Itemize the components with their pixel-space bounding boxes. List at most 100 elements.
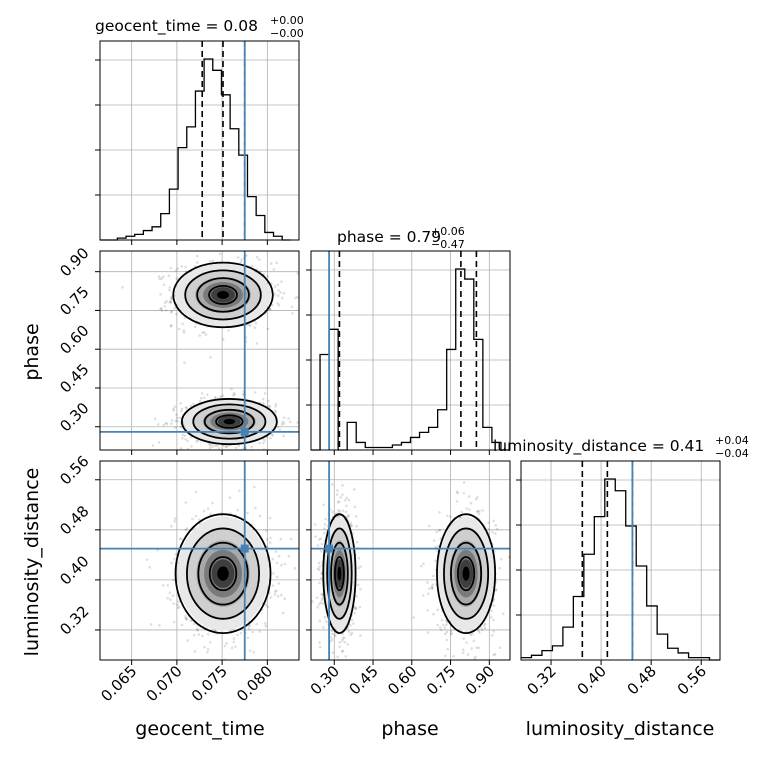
pair-geocent_time-luminosity_distance-sample bbox=[251, 630, 255, 634]
pair-geocent_time-phase-sample bbox=[186, 439, 189, 443]
pair-geocent_time-phase-sample bbox=[221, 394, 225, 397]
pair-geocent_time-phase-sample bbox=[184, 405, 188, 409]
pair-geocent_time-phase-sample bbox=[159, 307, 162, 311]
pair-phase-luminosity_distance-sample bbox=[355, 594, 358, 598]
pair-phase-luminosity_distance-sample bbox=[313, 523, 317, 526]
xtick-label-phase-1: 0.45 bbox=[346, 662, 382, 698]
pair-geocent_time-phase-sample bbox=[262, 401, 265, 405]
pair-phase-luminosity_distance-sample bbox=[438, 528, 442, 532]
pair-geocent_time-phase-sample bbox=[277, 453, 280, 456]
pair-phase-luminosity_distance-sample bbox=[455, 490, 459, 494]
pair-geocent_time-luminosity_distance-sample bbox=[293, 567, 297, 570]
pair-geocent_time-phase-sample bbox=[183, 434, 187, 438]
marginal-geocent_time-histogram bbox=[100, 58, 291, 241]
pair-geocent_time-phase-sample bbox=[258, 441, 261, 445]
xticks-luminosity_distance: 0.32 0.40 0.48 0.56 bbox=[524, 660, 710, 698]
pair-geocent_time-luminosity_distance-sample bbox=[230, 646, 234, 650]
pair-phase-luminosity_distance-sample bbox=[494, 588, 498, 592]
pair-geocent_time-phase-sample bbox=[158, 277, 161, 281]
pair-geocent_time-phase-sample bbox=[280, 280, 283, 283]
pair-geocent_time-luminosity_distance-sample bbox=[172, 602, 176, 606]
pair-phase-luminosity_distance-sample bbox=[426, 581, 429, 584]
pair-geocent_time-phase-sample bbox=[196, 439, 200, 442]
pair-geocent_time-luminosity_distance-sample bbox=[209, 512, 212, 516]
pair-geocent_time-phase-sample bbox=[255, 342, 259, 345]
pair-phase-luminosity_distance-sample bbox=[470, 647, 473, 650]
pair-phase-luminosity_distance-sample bbox=[337, 508, 340, 512]
pair-phase-luminosity_distance-sample bbox=[476, 509, 480, 513]
pair-geocent_time-phase-sample bbox=[241, 393, 245, 396]
pair-phase-luminosity_distance-sample bbox=[495, 527, 499, 531]
pair-geocent_time-phase-sample bbox=[173, 307, 176, 310]
pair-geocent_time-luminosity_distance-sample bbox=[180, 623, 184, 627]
pair-geocent_time-luminosity_distance-sample bbox=[178, 537, 182, 541]
pair-phase-luminosity_distance-sample bbox=[320, 598, 324, 602]
pair-phase-luminosity_distance bbox=[310, 460, 511, 661]
pair-phase-luminosity_distance-sample bbox=[477, 629, 480, 632]
pair-geocent_time-phase-sample bbox=[200, 392, 204, 395]
pair-geocent_time-phase-sample bbox=[211, 259, 215, 263]
pair-geocent_time-phase-sample bbox=[179, 425, 183, 429]
pair-geocent_time-luminosity_distance-sample bbox=[232, 637, 236, 640]
xtick-label-phase-0: 0.30 bbox=[307, 662, 343, 698]
ytick-label-phase-3: 0.75 bbox=[56, 283, 92, 319]
pair-geocent_time-phase-sample bbox=[250, 445, 253, 449]
pair-geocent_time-phase-sample bbox=[274, 410, 278, 414]
pair-geocent_time-phase-sample bbox=[232, 394, 235, 397]
pair-geocent_time-phase-sample bbox=[151, 444, 155, 447]
pair-geocent_time-luminosity_distance-sample bbox=[258, 630, 261, 633]
pair-geocent_time-luminosity_distance-sample bbox=[282, 611, 285, 615]
pair-phase-luminosity_distance-sample bbox=[333, 635, 337, 638]
pair-geocent_time-phase-sample bbox=[275, 261, 279, 265]
pair-phase-luminosity_distance-sample bbox=[465, 641, 468, 644]
pair-geocent_time-luminosity_distance-sample bbox=[148, 565, 152, 569]
pair-geocent_time-luminosity_distance-sample bbox=[185, 618, 189, 621]
pair-geocent_time-luminosity_distance-sample bbox=[166, 596, 170, 600]
pair-geocent_time-phase-sample bbox=[169, 266, 173, 270]
xtick-label-phase-3: 0.75 bbox=[423, 662, 459, 698]
pair-geocent_time-luminosity_distance-contour-0-3 bbox=[208, 556, 238, 592]
pair-geocent_time-phase-sample bbox=[263, 392, 267, 395]
pair-geocent_time-luminosity_distance-sample bbox=[193, 622, 196, 626]
pair-phase-luminosity_distance-contour-0-0 bbox=[322, 513, 357, 634]
ytick-label-luminosity_distance-3: 0.56 bbox=[56, 452, 92, 488]
marginal-luminosity_distance-histogram bbox=[521, 478, 720, 661]
pair-geocent_time-phase-sample bbox=[169, 324, 173, 327]
pair-geocent_time-phase-sample bbox=[175, 277, 178, 280]
pair-phase-luminosity_distance-sample bbox=[323, 531, 326, 535]
pair-geocent_time-luminosity_distance-sample bbox=[254, 506, 257, 510]
pair-phase-luminosity_distance-sample bbox=[482, 624, 486, 627]
pair-geocent_time-phase-sample bbox=[208, 259, 212, 263]
ytick-label-phase-4: 0.90 bbox=[56, 244, 92, 280]
pair-geocent_time-luminosity_distance-sample bbox=[177, 605, 181, 609]
pair-phase-luminosity_distance-sample bbox=[452, 655, 455, 658]
pair-phase-luminosity_distance-sample bbox=[507, 555, 510, 559]
pair-phase-luminosity_distance-sample bbox=[349, 525, 353, 528]
pair-geocent_time-phase-sample bbox=[247, 450, 250, 453]
pair-phase-luminosity_distance-sample bbox=[494, 524, 498, 527]
pair-phase-luminosity_distance-sample bbox=[330, 629, 334, 633]
pair-phase-luminosity_distance-sample bbox=[354, 607, 358, 611]
ytick-label-luminosity_distance-2: 0.48 bbox=[56, 502, 92, 538]
pair-phase-luminosity_distance-sample bbox=[323, 527, 326, 530]
pair-geocent_time-phase-sample bbox=[274, 404, 277, 408]
pair-phase-luminosity_distance-sample bbox=[352, 622, 355, 625]
pair-geocent_time-phase-sample bbox=[273, 293, 277, 296]
pair-phase-luminosity_distance-sample bbox=[331, 510, 334, 514]
ytick-label-phase-1: 0.45 bbox=[56, 360, 92, 396]
ytick-label-luminosity_distance-1: 0.40 bbox=[56, 552, 92, 588]
pair-phase-luminosity_distance-sample bbox=[481, 509, 484, 512]
pair-geocent_time-luminosity_distance-sample bbox=[255, 622, 259, 626]
pair-phase-luminosity_distance-sample bbox=[490, 633, 494, 637]
pair-phase-luminosity_distance-sample bbox=[331, 651, 335, 654]
pair-phase-luminosity_distance-sample bbox=[493, 652, 497, 656]
pair-geocent_time-phase-sample bbox=[156, 423, 160, 426]
pair-phase-luminosity_distance-sample bbox=[346, 643, 350, 646]
pair-geocent_time-phase-sample bbox=[182, 331, 186, 334]
pair-phase-luminosity_distance-sample bbox=[460, 510, 463, 514]
pair-phase-luminosity_distance-sample bbox=[350, 523, 353, 527]
pair-geocent_time-phase-contour-0-3 bbox=[208, 284, 238, 305]
pair-phase-luminosity_distance-sample bbox=[335, 493, 339, 496]
pair-geocent_time-luminosity_distance-sample bbox=[184, 528, 188, 532]
pair-phase-luminosity_distance-sample bbox=[426, 609, 429, 612]
